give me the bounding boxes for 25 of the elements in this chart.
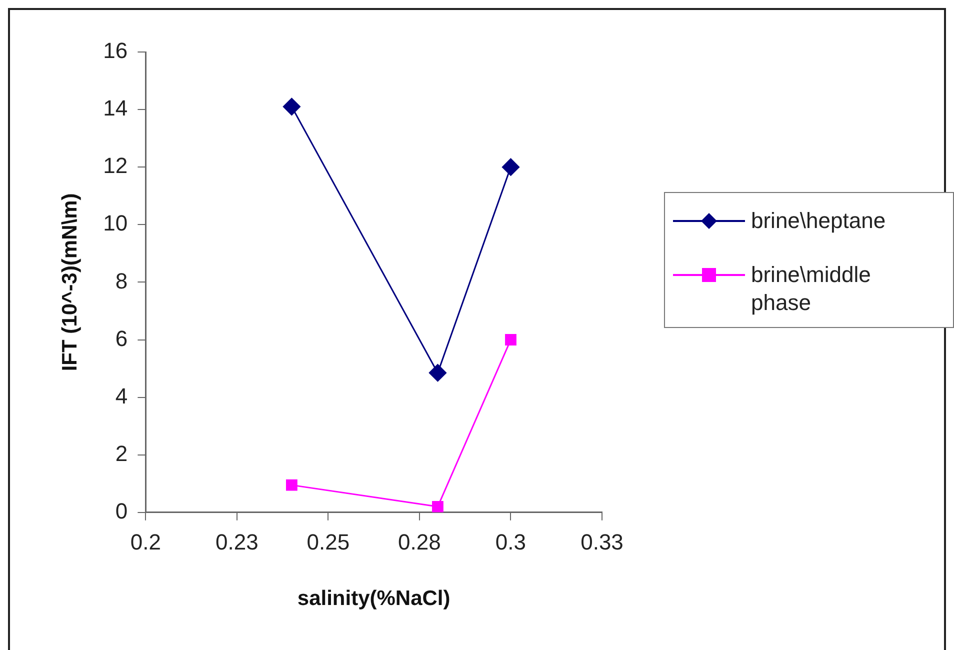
x-tick-label: 0.33 [580,530,624,555]
x-tick-label: 0.2 [130,530,161,555]
point [432,500,444,512]
y-tick-label: 0 [115,498,128,524]
y-tick-label: 8 [115,268,128,294]
y-axis-title: IFT (10^-3)(mN\m) [58,193,82,372]
y-tick-label: 16 [103,38,128,64]
x-tick-label: 0.28 [398,530,441,555]
y-tick-label: 4 [115,383,128,408]
point [502,158,520,176]
x-tick-label: 0.3 [495,530,526,555]
y-tick-label: 12 [103,153,128,178]
legend-label: brine\middle phase [751,261,872,317]
x-tick-label: 0.23 [216,530,258,555]
y-tick-label: 10 [103,210,128,236]
legend-label: brine\heptane [751,207,887,235]
y-tick-label: 6 [115,326,128,351]
y-tick-label: 14 [103,96,128,121]
point [282,98,300,116]
y-tick-label: 2 [115,440,128,466]
point [428,364,446,382]
point [286,479,298,491]
x-axis-title: salinity(%NaCl) [297,587,450,610]
point [505,334,516,346]
x-tick-label: 0.25 [306,530,350,555]
